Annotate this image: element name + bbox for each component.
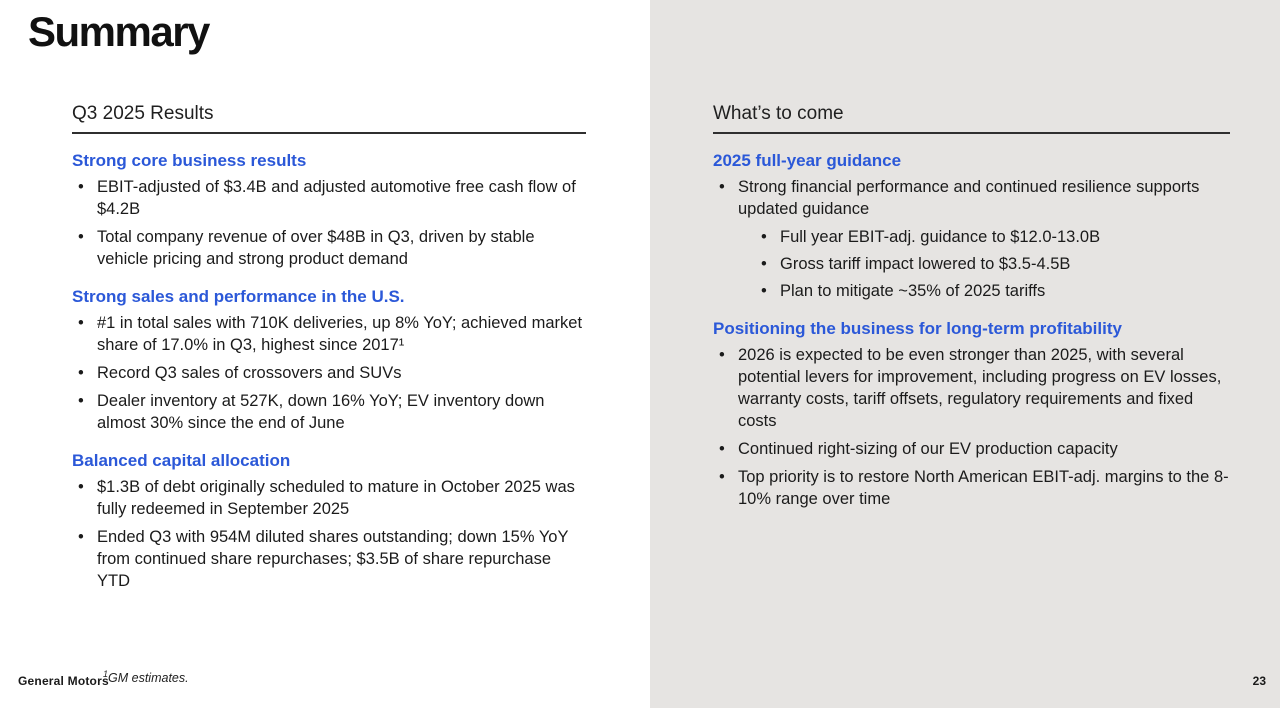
footnote: 1GM estimates. bbox=[103, 669, 189, 685]
section: Balanced capital allocation $1.3B of debt… bbox=[72, 451, 586, 592]
bullet-item: Total company revenue of over $48B in Q3… bbox=[72, 226, 586, 270]
section: 2025 full-year guidance Strong financial … bbox=[713, 151, 1230, 302]
bullet-list: #1 in total sales with 710K deliveries, … bbox=[72, 312, 586, 434]
section-heading: Strong core business results bbox=[72, 151, 307, 170]
q3-results-column: Q3 2025 Results Strong core business res… bbox=[72, 103, 586, 598]
footnote-text: GM estimates. bbox=[108, 671, 189, 686]
bullet-item: $1.3B of debt originally scheduled to ma… bbox=[72, 476, 586, 520]
bullet-item: #1 in total sales with 710K deliveries, … bbox=[72, 312, 586, 356]
bullet-item: Ended Q3 with 954M diluted shares outsta… bbox=[72, 526, 586, 592]
bullet-item: Dealer inventory at 527K, down 16% YoY; … bbox=[72, 390, 586, 434]
footnote-marker: 1 bbox=[103, 669, 109, 679]
gm-wordmark: General Motors bbox=[18, 674, 109, 688]
section-heading: Balanced capital allocation bbox=[72, 451, 291, 470]
bullet-item: Record Q3 sales of crossovers and SUVs bbox=[72, 362, 586, 384]
bullet-item: Plan to mitigate ~35% of 2025 tariffs bbox=[755, 280, 1230, 302]
bullet-list: Strong financial performance and continu… bbox=[713, 176, 1230, 302]
page-number: 23 bbox=[1252, 674, 1266, 688]
section: Positioning the business for long-term p… bbox=[713, 319, 1230, 510]
whats-to-come-column: What’s to come 2025 full-year guidance St… bbox=[713, 103, 1230, 516]
left-column-sections: Strong core business results EBIT-adjuste… bbox=[72, 151, 586, 592]
slide-title: Summary bbox=[28, 8, 210, 55]
bullet-item: EBIT-adjusted of $3.4B and adjusted auto… bbox=[72, 176, 586, 220]
left-column-header: Q3 2025 Results bbox=[72, 103, 586, 134]
bullet-item: Top priority is to restore North America… bbox=[713, 466, 1230, 510]
bullet-item: 2026 is expected to be even stronger tha… bbox=[713, 344, 1230, 432]
bullet-item: Continued right-sizing of our EV product… bbox=[713, 438, 1230, 460]
right-column-sections: 2025 full-year guidance Strong financial … bbox=[713, 151, 1230, 510]
section: Strong sales and performance in the U.S.… bbox=[72, 287, 586, 434]
bullet-item: Strong financial performance and continu… bbox=[713, 176, 1230, 220]
section-heading: Positioning the business for long-term p… bbox=[713, 319, 1122, 338]
right-column-header: What’s to come bbox=[713, 103, 1230, 134]
bullet-item: Gross tariff impact lowered to $3.5-4.5B bbox=[755, 253, 1230, 275]
bullet-item: Full year EBIT-adj. guidance to $12.0-13… bbox=[755, 226, 1230, 248]
bullet-list: EBIT-adjusted of $3.4B and adjusted auto… bbox=[72, 176, 586, 270]
bullet-list: $1.3B of debt originally scheduled to ma… bbox=[72, 476, 586, 592]
bullet-list: 2026 is expected to be even stronger tha… bbox=[713, 344, 1230, 510]
section-heading: Strong sales and performance in the U.S. bbox=[72, 287, 405, 306]
section-heading: 2025 full-year guidance bbox=[713, 151, 902, 170]
section: Strong core business results EBIT-adjuste… bbox=[72, 151, 586, 270]
